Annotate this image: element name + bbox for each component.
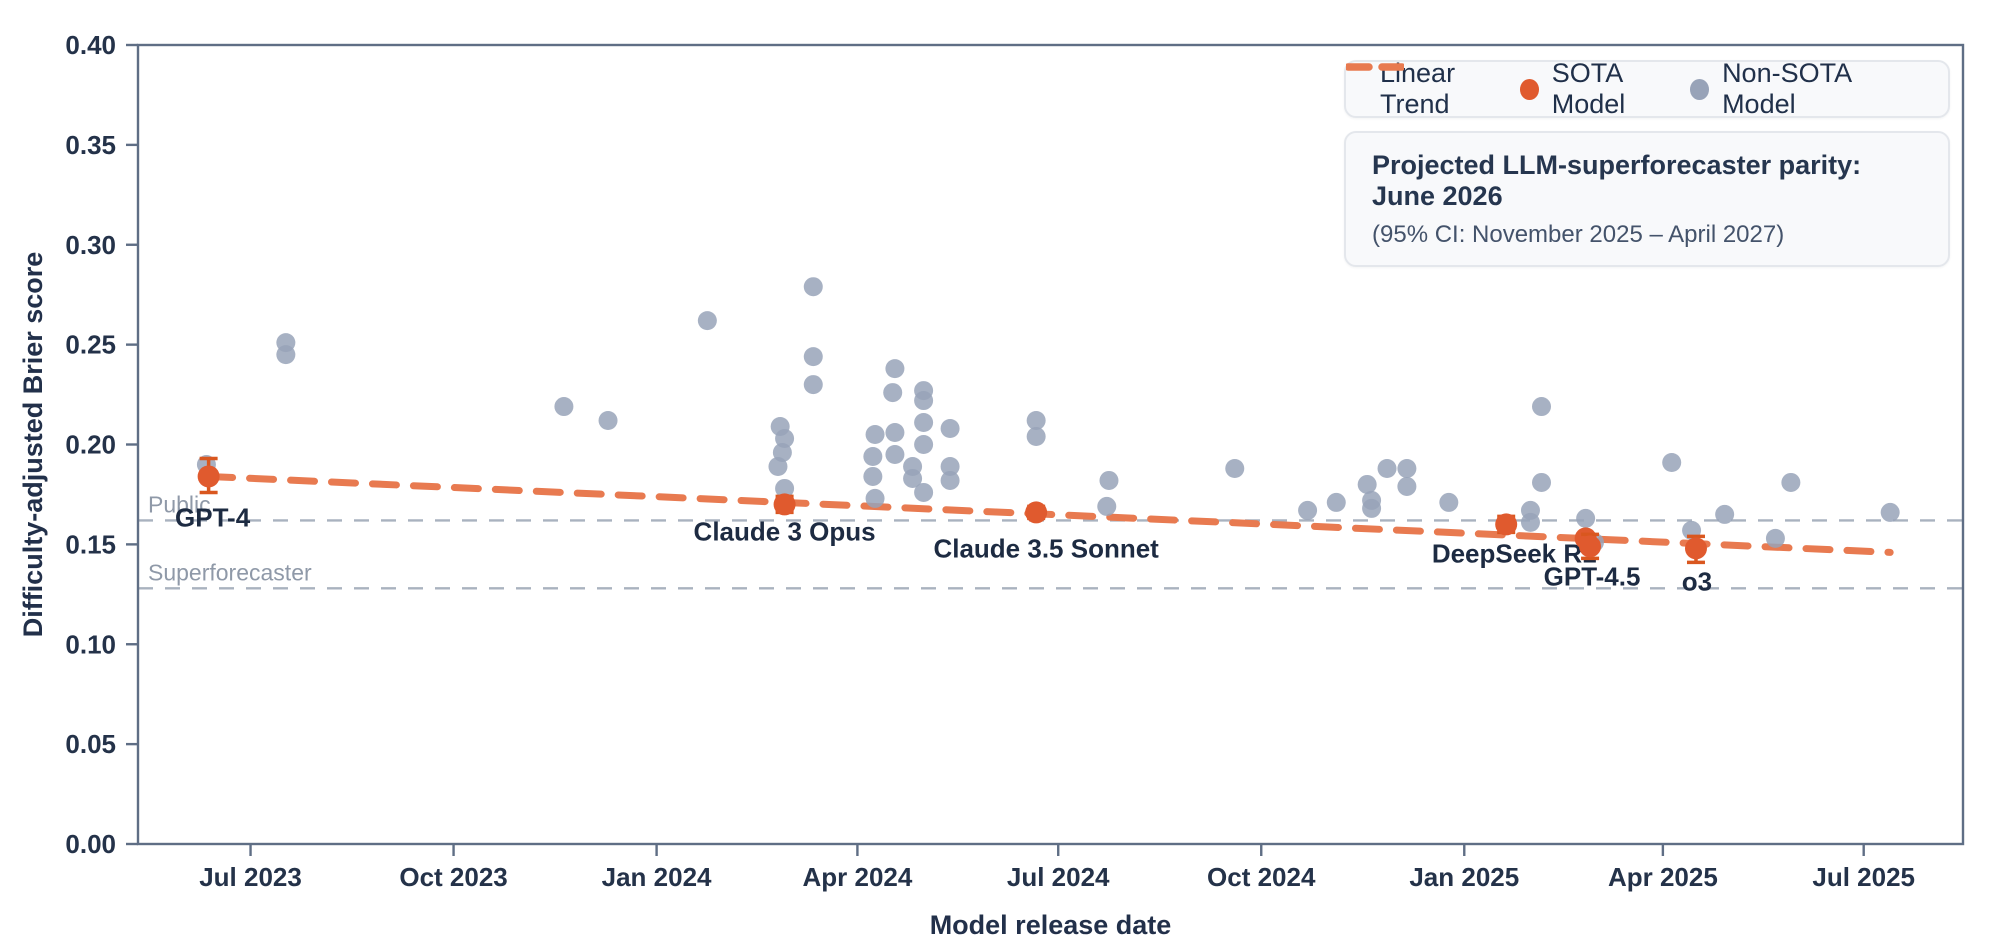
non-sota-point [885,359,905,379]
parity-projection-note: Projected LLM-superforecaster parity: Ju… [1344,131,1950,267]
non-sota-point [775,429,795,449]
non-sota-point [554,397,574,417]
non-sota-point [863,446,883,466]
non-sota-point [1377,458,1397,478]
x-tick-label: Jul 2024 [1007,862,1110,892]
y-tick-label: 0.05 [65,729,116,759]
legend-item-non-sota[interactable]: Non-SOTA Model [1689,58,1914,120]
sota-point-deepseek-r1 [1495,513,1518,536]
y-axis-title: Difficulty-adjusted Brier score [18,252,48,638]
non-sota-point [903,468,923,488]
non-sota-point [914,435,934,454]
y-tick-label: 0.40 [65,30,116,60]
non-sota-point [803,375,823,395]
y-tick-label: 0.00 [65,829,116,859]
annotation-gpt-4: GPT-4 [175,502,251,532]
linear-trend-dash-icon [1346,63,1404,71]
non-sota-point [940,470,960,490]
non-sota-dot-icon [1689,78,1710,100]
non-sota-point [1781,472,1801,492]
legend-label-non-sota: Non-SOTA Model [1722,58,1851,119]
non-sota-point [914,482,934,502]
annotation-claude-3-opus: Claude 3 Opus [694,516,876,546]
y-tick-label: 0.35 [65,130,116,160]
y-tick-label: 0.10 [65,629,116,659]
non-sota-point [940,456,960,476]
sota-point-gpt-4 [197,465,220,488]
legend-label-sota: SOTA Model [1551,58,1626,119]
annotation-gpt-4-5: GPT-4.5 [1544,561,1641,591]
linear-trend-line [205,472,1894,556]
non-sota-point [865,425,885,445]
non-sota-point [885,444,905,464]
non-sota-point [1520,512,1540,532]
y-tick-label: 0.20 [65,430,116,460]
legend-label-linear-trend: Linear Trend [1380,58,1456,119]
non-sota-point [940,419,960,439]
non-sota-point [803,347,823,367]
non-sota-point [1532,397,1552,417]
non-sota-point [1532,472,1552,492]
non-sota-point [1397,476,1417,496]
sota-point-claude-3-opus [773,493,796,516]
non-sota-point [775,478,795,498]
sota-point-gpt-4-5 [1579,535,1602,558]
non-sota-point [914,391,934,411]
parity-title: Projected LLM-superforecaster parity: Ju… [1372,150,1862,211]
non-sota-point [803,277,823,297]
legend-item-linear-trend[interactable]: Linear Trend [1346,58,1520,120]
x-tick-label: Oct 2024 [1207,862,1316,892]
non-sota-point [1298,500,1318,520]
non-sota-point [1357,474,1377,494]
non-sota-point [863,466,883,486]
non-sota-point [1099,470,1119,490]
non-sota-point [1026,427,1046,447]
non-sota-point [885,423,905,443]
non-sota-point [883,383,903,403]
sota-dot-icon [1519,78,1539,100]
non-sota-point [598,411,618,431]
legend: Linear Trend SOTA Model Non-SOTA Model [1344,58,1950,120]
non-sota-point [1576,508,1596,528]
x-tick-label: Jul 2025 [1812,862,1915,892]
non-sota-point [1326,492,1346,512]
y-tick-label: 0.30 [65,230,116,260]
annotation-o3: o3 [1682,566,1712,596]
y-tick-label: 0.15 [65,529,116,559]
x-tick-label: Jul 2023 [199,862,302,892]
ref-label-public: Public [148,491,211,517]
non-sota-point [1880,502,1900,522]
non-sota-point [1097,496,1117,516]
ref-label-superforecaster: Superforecaster [148,559,312,585]
non-sota-point [697,311,717,331]
non-sota-point [1765,528,1785,548]
non-sota-point [1225,458,1245,478]
x-axis-title: Model release date [930,910,1172,940]
non-sota-point [914,413,934,433]
non-sota-point [276,345,296,365]
non-sota-point [1662,452,1682,472]
x-tick-label: Jan 2025 [1409,862,1519,892]
non-sota-point [1026,411,1046,431]
non-sota-point [1362,498,1382,518]
x-tick-label: Jan 2024 [602,862,712,892]
annotation-deepseek-r1: DeepSeek R1 [1432,538,1597,568]
non-sota-point [1397,458,1417,478]
x-tick-label: Apr 2025 [1608,862,1718,892]
annotation-claude-3-5-sonnet: Claude 3.5 Sonnet [933,533,1159,563]
non-sota-point [865,488,885,508]
non-sota-point [772,442,792,462]
sota-point-claude-3-5-sonnet [1025,501,1048,524]
non-sota-point [1439,492,1459,512]
non-sota-point [1715,504,1735,524]
sota-point-o3 [1684,537,1707,560]
x-tick-label: Oct 2023 [399,862,507,892]
y-tick-label: 0.25 [65,330,116,360]
parity-confidence-interval: (95% CI: November 2025 – April 2027) [1372,221,1785,248]
legend-item-sota[interactable]: SOTA Model [1519,58,1690,120]
x-tick-label: Apr 2024 [802,862,912,892]
